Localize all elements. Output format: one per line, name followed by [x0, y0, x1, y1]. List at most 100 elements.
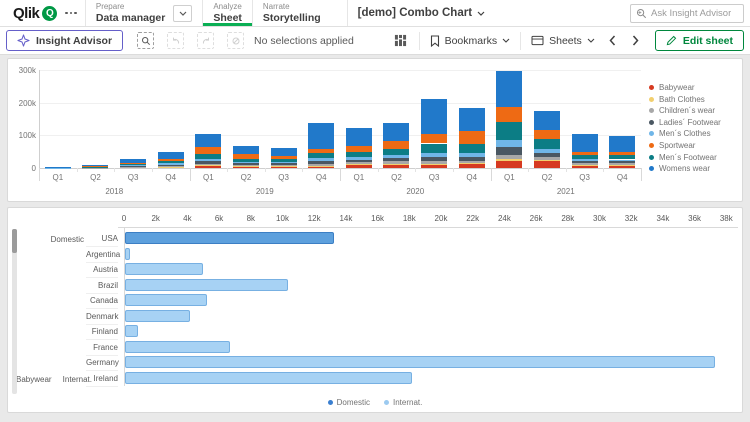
qlik-logo[interactable]: Qlik Q — [0, 0, 58, 26]
sheet-overview-button[interactable] — [390, 32, 411, 49]
bar-segment[interactable] — [609, 152, 636, 155]
bar-segment[interactable] — [496, 139, 523, 147]
bar-segment[interactable] — [496, 106, 523, 122]
scrollbar-track[interactable] — [12, 229, 17, 394]
bar-segment[interactable] — [270, 165, 297, 167]
bar-segment[interactable] — [421, 161, 448, 164]
bar-segment[interactable] — [270, 148, 297, 156]
bar-segment[interactable] — [157, 158, 184, 162]
country-bar[interactable] — [125, 371, 412, 384]
legend-item[interactable]: Domestic — [327, 398, 370, 407]
bar-segment[interactable] — [308, 157, 335, 161]
legend-item[interactable]: Children´s wear — [649, 106, 715, 115]
bar-segment[interactable] — [345, 128, 372, 147]
bar-segment[interactable] — [421, 153, 448, 158]
bar-segment[interactable] — [120, 164, 147, 166]
bar-segment[interactable] — [609, 136, 636, 153]
bar-segment[interactable] — [82, 165, 109, 167]
bar-segment[interactable] — [383, 123, 410, 142]
global-menu-button[interactable] — [57, 0, 85, 26]
bar-segment[interactable] — [383, 141, 410, 150]
country-bar[interactable] — [125, 356, 715, 368]
legend-item[interactable]: Men´s Footwear — [649, 153, 717, 162]
bar-segment[interactable] — [195, 133, 222, 147]
bar-segment[interactable] — [458, 160, 485, 164]
bar-segment[interactable] — [195, 166, 222, 168]
bar-segment[interactable] — [157, 164, 184, 166]
bar-segment[interactable] — [345, 151, 372, 157]
bar-segment[interactable] — [308, 123, 335, 149]
bar-segment[interactable] — [533, 161, 560, 168]
bar-segment[interactable] — [421, 98, 448, 135]
scrollbar-thumb[interactable] — [12, 229, 17, 253]
search-input[interactable] — [651, 8, 731, 19]
bar-segment[interactable] — [232, 161, 259, 164]
bar-segment[interactable] — [232, 163, 259, 166]
bar-segment[interactable] — [421, 164, 448, 168]
bar-segment[interactable] — [383, 161, 410, 164]
bar-segment[interactable] — [533, 139, 560, 150]
bar-segment[interactable] — [458, 130, 485, 144]
bar-segment[interactable] — [496, 158, 523, 161]
legend-item[interactable]: Sportwear — [649, 141, 695, 150]
bar-segment[interactable] — [533, 152, 560, 158]
bar-segment[interactable] — [120, 162, 147, 165]
bar-segment[interactable] — [120, 159, 147, 163]
step-forward-button[interactable] — [197, 32, 215, 49]
bar-segment[interactable] — [270, 163, 297, 166]
bar-segment[interactable] — [458, 152, 485, 157]
bar-segment[interactable] — [458, 164, 485, 168]
prepare-dropdown-button[interactable] — [173, 4, 193, 22]
bar-segment[interactable] — [195, 153, 222, 159]
insight-advisor-search[interactable] — [630, 4, 744, 23]
bar-segment[interactable] — [383, 163, 410, 165]
country-bar[interactable] — [125, 232, 335, 244]
bar-segment[interactable] — [195, 163, 222, 166]
bar-segment[interactable] — [308, 166, 335, 168]
bar-segment[interactable] — [345, 159, 372, 163]
legend-item[interactable]: Bath Clothes — [649, 95, 705, 104]
bar-segment[interactable] — [571, 158, 598, 161]
bar-segment[interactable] — [609, 159, 636, 162]
bar-segment[interactable] — [533, 157, 560, 161]
sheets-menu[interactable]: Sheets — [529, 35, 597, 47]
bar-segment[interactable] — [308, 160, 335, 164]
legend-item[interactable]: Internat. — [383, 398, 422, 407]
bar-segment[interactable] — [383, 158, 410, 162]
bar-segment[interactable] — [421, 157, 448, 162]
bookmarks-menu[interactable]: Bookmarks — [428, 35, 513, 47]
next-sheet-button[interactable] — [628, 33, 643, 48]
clear-selections-button[interactable] — [227, 32, 245, 49]
bar-segment[interactable] — [609, 165, 636, 166]
bar-segment[interactable] — [496, 160, 523, 168]
bar-segment[interactable] — [458, 107, 485, 131]
insight-advisor-button[interactable]: Insight Advisor — [6, 30, 124, 51]
bar-segment[interactable] — [345, 162, 372, 165]
legend-item[interactable]: Men´s Clothes — [649, 129, 711, 138]
legend-item[interactable]: Womens wear — [649, 164, 710, 173]
bar-segment[interactable] — [345, 156, 372, 160]
bar-segment[interactable] — [157, 161, 184, 164]
bar-segment[interactable] — [308, 165, 335, 167]
nav-prepare[interactable]: Prepare Data manager — [86, 0, 202, 26]
bar-segment[interactable] — [195, 165, 222, 167]
edit-sheet-button[interactable]: Edit sheet — [654, 30, 744, 51]
bar-segment[interactable] — [120, 166, 147, 167]
bar-segment[interactable] — [383, 164, 410, 168]
country-bar[interactable] — [125, 309, 190, 322]
bar-segment[interactable] — [571, 163, 598, 165]
bar-segment[interactable] — [270, 161, 297, 164]
bar-segment[interactable] — [496, 121, 523, 140]
country-bar[interactable] — [125, 294, 208, 306]
bar-segment[interactable] — [345, 164, 372, 166]
bar-segment[interactable] — [270, 159, 297, 162]
country-bar[interactable] — [125, 325, 138, 337]
bar-segment[interactable] — [345, 165, 372, 168]
nav-narrate[interactable]: Narrate Storytelling — [253, 0, 347, 26]
bar-segment[interactable] — [496, 146, 523, 155]
bar-segment[interactable] — [609, 161, 636, 164]
bar-segment[interactable] — [308, 148, 335, 153]
bar-segment[interactable] — [120, 165, 147, 167]
bar-segment[interactable] — [157, 165, 184, 167]
bar-segment[interactable] — [232, 154, 259, 159]
